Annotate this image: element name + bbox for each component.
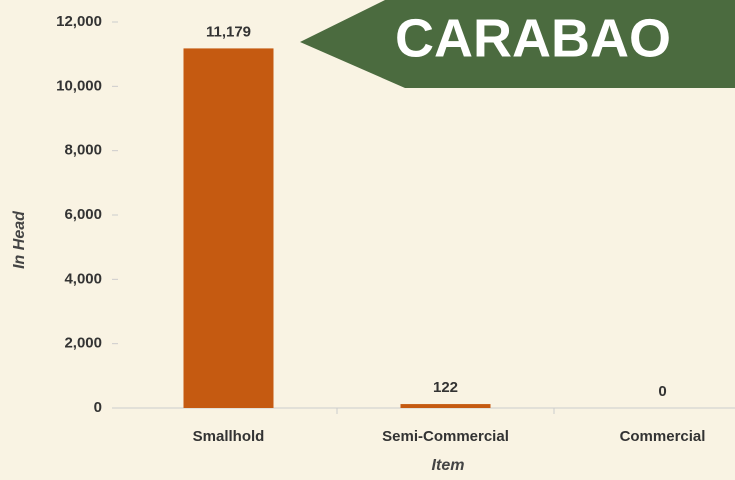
banner: [300, 0, 735, 88]
x-axis-title: Item: [432, 457, 465, 474]
value-label: 122: [433, 379, 458, 396]
y-tick-label: 2,000: [64, 335, 102, 352]
y-tick-label: 0: [94, 399, 102, 416]
banner-text: CARABAO: [395, 8, 671, 68]
x-tick-label: Commercial: [620, 428, 706, 445]
value-label: 11,179: [206, 23, 251, 40]
bar: [183, 48, 274, 408]
y-axis-title: In Head: [11, 210, 28, 269]
x-tick-label: Semi-Commercial: [382, 428, 509, 445]
x-tick-label: Smallhold: [193, 428, 265, 445]
y-tick-label: 10,000: [56, 77, 102, 94]
bar: [400, 404, 491, 408]
value-label: 0: [658, 383, 666, 400]
y-tick-label: 12,000: [56, 13, 102, 30]
y-tick-label: 8,000: [64, 142, 102, 159]
y-tick-label: 6,000: [64, 206, 102, 223]
y-tick-label: 4,000: [64, 270, 102, 287]
